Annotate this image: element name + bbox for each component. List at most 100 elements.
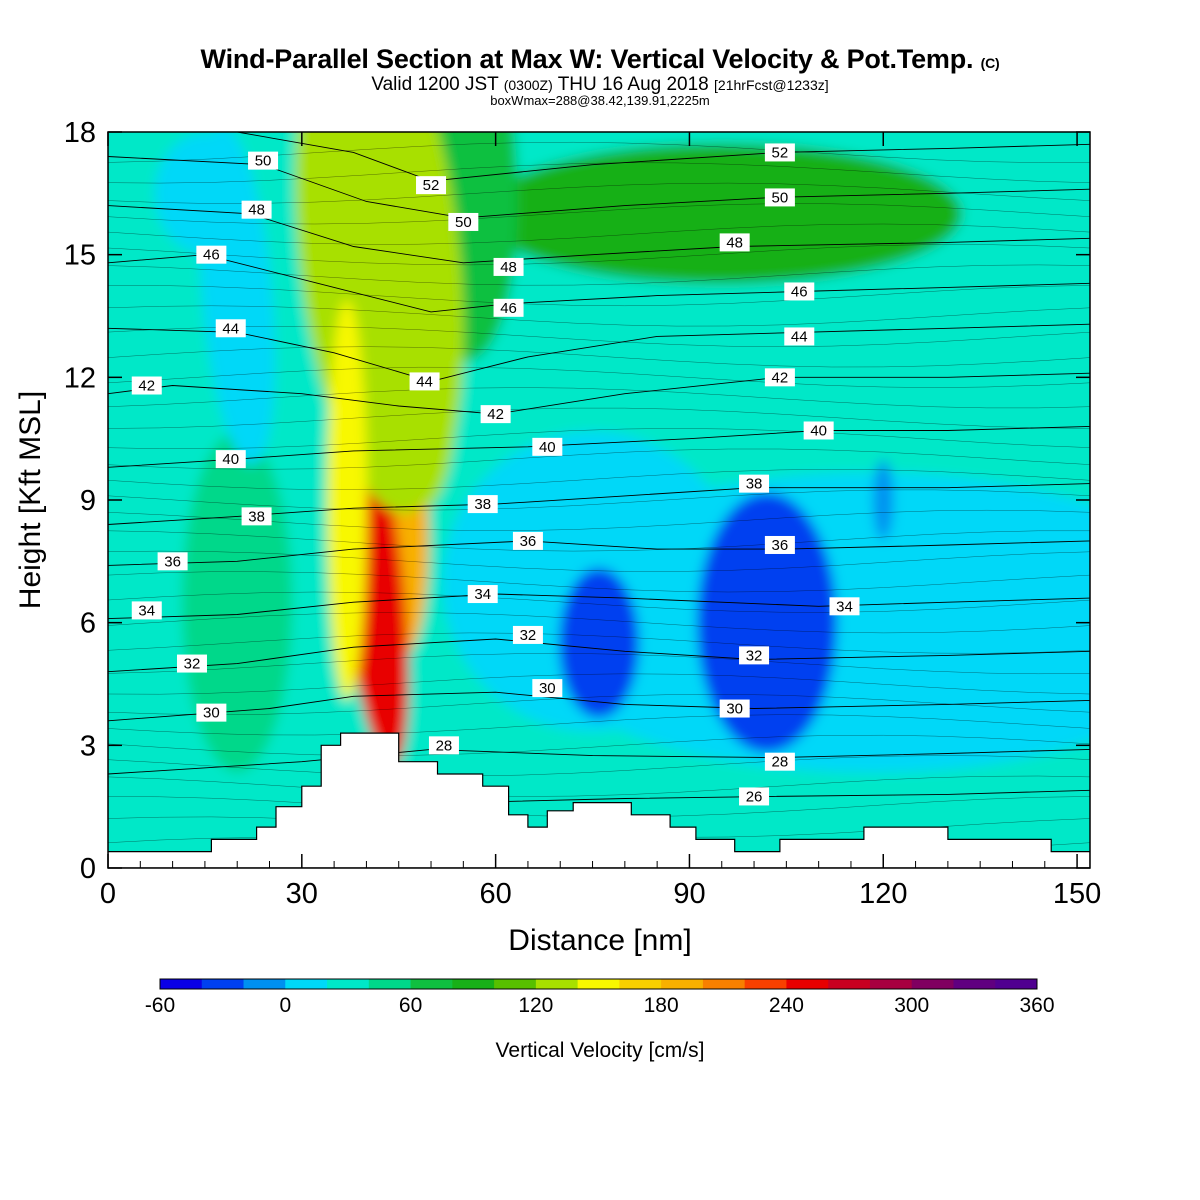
- theta-label-box: [409, 372, 440, 391]
- theta-label-26: 26: [739, 787, 770, 806]
- colorbar-swatch: [201, 979, 245, 989]
- x-tick-label: 0: [100, 878, 116, 910]
- theta-contour-32: [108, 638, 1090, 673]
- theta-label-text: 36: [772, 537, 789, 554]
- theta-label-44: 44: [784, 327, 815, 346]
- x-tick-label: 90: [673, 878, 705, 910]
- theta-label-text: 40: [810, 422, 827, 439]
- theta-contour-minor: [108, 448, 1090, 470]
- colorbar-tick-label: 0: [279, 994, 291, 1017]
- theta-label-box: [196, 245, 227, 264]
- theta-label-44: 44: [215, 319, 246, 338]
- theta-label-text: 42: [772, 369, 789, 386]
- theta-label-box: [512, 625, 543, 644]
- theta-label-box: [215, 450, 246, 469]
- field-upper-left-cyan: [154, 133, 255, 254]
- theta-contour-minor: [108, 326, 1090, 347]
- theta-label-42: 42: [480, 405, 511, 424]
- theta-label-text: 30: [539, 680, 556, 697]
- theta-label-box: [480, 405, 511, 424]
- colorbar-swatch: [995, 979, 1038, 989]
- y-tick-label: 9: [80, 485, 96, 517]
- theta-label-box: [416, 176, 447, 195]
- theta-label-32: 32: [512, 625, 543, 644]
- theta-label-text: 40: [539, 439, 556, 456]
- chart-subtitle: Valid 1200 JST (0300Z) THU 16 Aug 2018 […: [371, 74, 829, 95]
- colorbar-swatch: [702, 979, 746, 989]
- theta-label-box: [784, 327, 815, 346]
- terrain-profile: [108, 732, 1090, 868]
- theta-label-text: 42: [487, 406, 504, 423]
- theta-label-box: [131, 376, 162, 395]
- colorbar-swatch: [327, 979, 370, 989]
- theta-label-32: 32: [176, 654, 207, 673]
- colorbar-swatch: [368, 979, 412, 989]
- theta-label-box: [803, 421, 834, 440]
- theta-label-box: [764, 752, 795, 771]
- theta-label-42: 42: [131, 376, 162, 395]
- theta-label-46: 46: [784, 282, 815, 301]
- theta-label-46: 46: [493, 298, 524, 317]
- theta-label-text: 38: [248, 508, 265, 525]
- theta-contour-minor: [108, 653, 1090, 675]
- theta-label-text: 38: [746, 476, 763, 493]
- theta-label-30: 30: [719, 699, 750, 718]
- theta-label-box: [764, 188, 795, 207]
- colorbar-swatch: [243, 979, 286, 989]
- theta-contour-52: [237, 132, 1090, 182]
- theta-contour-minor: [108, 305, 1090, 327]
- x-axis-label: Distance [nm]: [508, 924, 691, 957]
- theta-label-box: [512, 531, 543, 550]
- theta-label-text: 34: [138, 602, 155, 619]
- theta-label-text: 28: [772, 754, 789, 771]
- theta-label-box: [829, 597, 860, 616]
- theta-label-36: 36: [512, 531, 543, 550]
- theta-contour-minor: [108, 162, 1090, 184]
- theta-label-box: [764, 368, 795, 387]
- theta-label-text: 52: [772, 144, 789, 161]
- colorbar-swatch: [494, 979, 537, 989]
- theta-label-box: [428, 736, 459, 755]
- y-axis-label: Height [Kft MSL]: [14, 391, 47, 609]
- theta-label-44: 44: [409, 372, 440, 391]
- colorbar-swatch: [452, 979, 495, 989]
- theta-label-text: 50: [255, 153, 272, 170]
- theta-label-text: 48: [500, 259, 517, 276]
- theta-label-40: 40: [215, 450, 246, 469]
- colorbar-swatch: [869, 979, 913, 989]
- colorbar-tick-label: 240: [769, 994, 804, 1017]
- theta-contour-minor: [108, 550, 1090, 572]
- theta-label-text: 30: [203, 705, 220, 722]
- theta-label-34: 34: [131, 601, 162, 620]
- colorbar-swatch: [160, 979, 203, 989]
- theta-contour-minor: [108, 571, 1090, 593]
- theta-label-text: 36: [520, 533, 537, 550]
- theta-label-box: [493, 298, 524, 317]
- theta-label-52: 52: [416, 176, 447, 195]
- colorbar-swatch: [828, 979, 871, 989]
- theta-label-38: 38: [739, 474, 770, 493]
- theta-label-text: 48: [248, 202, 265, 219]
- colorbar-swatch: [661, 979, 704, 989]
- theta-contour-minor: [108, 285, 1090, 307]
- theta-contour-minor: [108, 673, 1090, 695]
- theta-label-text: 44: [416, 373, 433, 390]
- theta-label-text: 36: [164, 553, 181, 570]
- theta-label-box: [719, 699, 750, 718]
- theta-contour-40: [108, 425, 1090, 468]
- theta-contour-minor: [108, 182, 1090, 204]
- theta-contour-minor: [108, 469, 1090, 490]
- y-tick-label: 6: [80, 608, 96, 640]
- theta-label-box: [467, 585, 498, 604]
- theta-label-36: 36: [764, 535, 795, 554]
- theta-label-text: 34: [836, 598, 853, 615]
- theta-label-box: [467, 495, 498, 514]
- colorbar-swatch: [410, 979, 453, 989]
- theta-label-text: 44: [791, 328, 808, 345]
- y-tick-label: 18: [64, 117, 96, 149]
- theta-label-box: [131, 601, 162, 620]
- theta-contour-minor: [108, 407, 1090, 429]
- y-tick-label: 3: [80, 730, 96, 762]
- theta-contour-minor: [108, 387, 1090, 409]
